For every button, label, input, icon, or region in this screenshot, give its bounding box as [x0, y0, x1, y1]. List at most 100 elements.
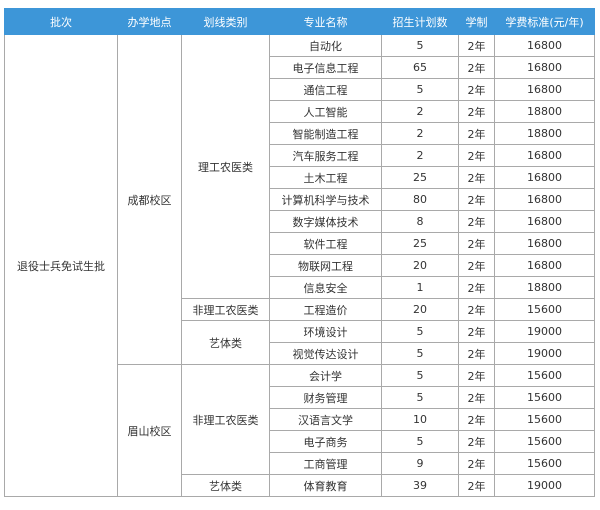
table-row: 艺体类 体育教育 39 2年 19000	[5, 474, 595, 497]
years-cell: 2年	[458, 298, 495, 321]
table-row: 艺体类 环境设计 5 2年 19000	[5, 320, 595, 365]
major-name-cell: 电子信息工程	[269, 56, 382, 79]
major-name-cell: 物联网工程	[269, 254, 382, 277]
plan-count-cell: 20	[381, 254, 459, 277]
table-row: 退役士兵免试生批 成都校区 理工农医类 自动化 5 2年 16800	[4, 34, 595, 497]
major-name-cell: 汉语言文学	[269, 408, 382, 431]
years-cell: 2年	[458, 232, 495, 255]
years-cell: 2年	[458, 254, 495, 277]
fee-cell: 16800	[494, 166, 595, 189]
years-cell: 2年	[458, 166, 495, 189]
plan-count-cell: 5	[381, 78, 459, 101]
campus-cell: 眉山校区	[117, 364, 182, 497]
years-cell: 2年	[458, 100, 495, 123]
plan-count-cell: 5	[381, 364, 459, 387]
fee-cell: 16800	[494, 254, 595, 277]
header-plan: 招生计划数	[381, 8, 459, 35]
header-years: 学制	[458, 8, 495, 35]
header-campus: 办学地点	[117, 8, 182, 35]
table-row: 视觉传达设计 5 2年 19000	[5, 342, 595, 365]
fee-cell: 18800	[494, 100, 595, 123]
plan-count-cell: 2	[381, 144, 459, 167]
fee-cell: 15600	[494, 364, 595, 387]
plan-count-cell: 9	[381, 452, 459, 475]
major-name-cell: 环境设计	[269, 320, 382, 343]
table-row: 计算机科学与技术 80 2年 16800	[5, 188, 595, 211]
plan-count-cell: 20	[381, 298, 459, 321]
major-name-cell: 软件工程	[269, 232, 382, 255]
plan-count-cell: 65	[381, 56, 459, 79]
plan-count-cell: 5	[381, 34, 459, 57]
header-category: 划线类别	[181, 8, 270, 35]
category-cell: 艺体类	[181, 320, 270, 365]
plan-count-cell: 8	[381, 210, 459, 233]
fee-cell: 19000	[494, 474, 595, 497]
fee-cell: 15600	[494, 452, 595, 475]
years-cell: 2年	[458, 210, 495, 233]
admission-plan-table: 批次 办学地点 划线类别 专业名称 招生计划数 学制 学费标准(元/年) 退役士…	[4, 8, 595, 497]
major-name-cell: 数字媒体技术	[269, 210, 382, 233]
major-name-cell: 通信工程	[269, 78, 382, 101]
plan-count-cell: 5	[381, 386, 459, 409]
years-cell: 2年	[458, 122, 495, 145]
category-cell: 理工农医类	[181, 34, 270, 299]
fee-cell: 16800	[494, 56, 595, 79]
table-row: 信息安全 1 2年 18800	[5, 276, 595, 299]
table-body: 退役士兵免试生批 成都校区 理工农医类 自动化 5 2年 16800 电子信息工程 65 2年 16…	[4, 34, 595, 497]
major-name-cell: 自动化	[269, 34, 382, 57]
years-cell: 2年	[458, 386, 495, 409]
header-row: 批次 办学地点 划线类别 专业名称 招生计划数 学制 学费标准(元/年)	[4, 8, 595, 35]
years-cell: 2年	[458, 320, 495, 343]
plan-count-cell: 10	[381, 408, 459, 431]
plan-count-cell: 39	[381, 474, 459, 497]
fee-cell: 19000	[494, 342, 595, 365]
fee-cell: 16800	[494, 232, 595, 255]
fee-cell: 15600	[494, 298, 595, 321]
fee-cell: 16800	[494, 210, 595, 233]
table-row: 物联网工程 20 2年 16800	[5, 254, 595, 277]
years-cell: 2年	[458, 474, 495, 497]
years-cell: 2年	[458, 144, 495, 167]
category-cell: 非理工农医类	[181, 298, 270, 321]
fee-cell: 15600	[494, 386, 595, 409]
category-cell: 非理工农医类	[181, 364, 270, 475]
category-cell: 艺体类	[181, 474, 270, 497]
major-name-cell: 信息安全	[269, 276, 382, 299]
major-name-cell: 工程造价	[269, 298, 382, 321]
fee-cell: 15600	[494, 430, 595, 453]
major-name-cell: 汽车服务工程	[269, 144, 382, 167]
fee-cell: 18800	[494, 122, 595, 145]
years-cell: 2年	[458, 34, 495, 57]
plan-count-cell: 1	[381, 276, 459, 299]
years-cell: 2年	[458, 188, 495, 211]
batch-cell: 退役士兵免试生批	[4, 34, 118, 497]
major-name-cell: 工商管理	[269, 452, 382, 475]
plan-count-cell: 2	[381, 100, 459, 123]
fee-cell: 19000	[494, 320, 595, 343]
table-row: 通信工程 5 2年 16800	[5, 78, 595, 101]
major-name-cell: 智能制造工程	[269, 122, 382, 145]
header-batch: 批次	[4, 8, 118, 35]
major-name-cell: 电子商务	[269, 430, 382, 453]
header-fee: 学费标准(元/年)	[494, 8, 595, 35]
years-cell: 2年	[458, 452, 495, 475]
fee-cell: 18800	[494, 276, 595, 299]
major-name-cell: 视觉传达设计	[269, 342, 382, 365]
table-row: 智能制造工程 2 2年 18800	[5, 122, 595, 145]
table-row: 眉山校区 非理工农医类 会计学 5 2年 15600	[5, 364, 595, 497]
major-name-cell: 体育教育	[269, 474, 382, 497]
years-cell: 2年	[458, 276, 495, 299]
plan-count-cell: 2	[381, 122, 459, 145]
fee-cell: 16800	[494, 144, 595, 167]
years-cell: 2年	[458, 364, 495, 387]
fee-cell: 16800	[494, 78, 595, 101]
header-major: 专业名称	[269, 8, 382, 35]
major-name-cell: 财务管理	[269, 386, 382, 409]
plan-count-cell: 25	[381, 232, 459, 255]
fee-cell: 16800	[494, 188, 595, 211]
years-cell: 2年	[458, 78, 495, 101]
plan-count-cell: 80	[381, 188, 459, 211]
major-name-cell: 计算机科学与技术	[269, 188, 382, 211]
years-cell: 2年	[458, 408, 495, 431]
fee-cell: 15600	[494, 408, 595, 431]
